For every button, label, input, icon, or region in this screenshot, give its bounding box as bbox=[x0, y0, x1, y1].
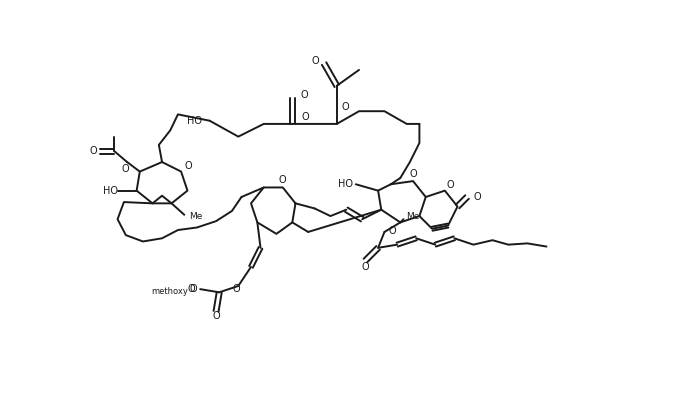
Text: O: O bbox=[342, 102, 350, 112]
Text: O: O bbox=[301, 91, 308, 101]
Text: O: O bbox=[279, 176, 287, 186]
Text: O: O bbox=[301, 112, 309, 122]
Text: O: O bbox=[189, 284, 197, 294]
Text: Me: Me bbox=[189, 212, 203, 220]
Text: O: O bbox=[473, 192, 481, 202]
Text: O: O bbox=[447, 180, 454, 190]
Text: O: O bbox=[312, 56, 319, 65]
Text: O: O bbox=[122, 164, 129, 174]
Text: O: O bbox=[389, 226, 396, 236]
Text: HO: HO bbox=[187, 116, 202, 126]
Text: O: O bbox=[233, 284, 240, 294]
Text: methoxy: methoxy bbox=[151, 287, 188, 296]
Text: O: O bbox=[212, 311, 220, 321]
Text: O: O bbox=[89, 146, 97, 156]
Text: O: O bbox=[409, 169, 417, 179]
Text: HO: HO bbox=[103, 186, 117, 196]
Text: HO: HO bbox=[338, 179, 353, 189]
Text: O: O bbox=[361, 261, 369, 272]
Text: Me: Me bbox=[407, 212, 420, 221]
Text: O: O bbox=[184, 160, 192, 171]
Text: O: O bbox=[187, 284, 195, 294]
